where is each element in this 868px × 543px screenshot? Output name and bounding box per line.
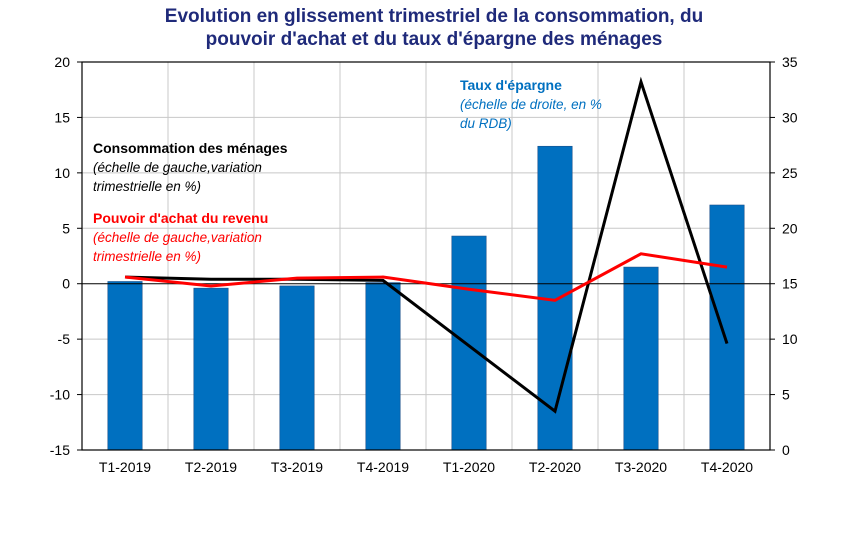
annotation-taux-epargne-line-1: (échelle de droite, en % <box>460 97 602 112</box>
x-category-label: T4-2019 <box>357 459 409 475</box>
y-left-tick-label: -5 <box>58 331 71 347</box>
bar-taux-epargne <box>451 235 487 451</box>
bar-series-taux-epargne <box>107 145 745 451</box>
annotation-taux-epargne-line-2: du RDB) <box>460 116 512 131</box>
axes <box>77 61 775 451</box>
y-right-tick-label: 35 <box>782 54 798 70</box>
annotation-consommation-title: Consommation des ménages <box>93 140 288 156</box>
y-left-tick-label: 10 <box>54 165 70 181</box>
x-category-label: T4-2020 <box>701 459 753 475</box>
y-right-tick-label: 20 <box>782 220 798 236</box>
x-category-label: T3-2019 <box>271 459 323 475</box>
y-right-tick-label: 25 <box>782 165 798 181</box>
annotation-taux-epargne: Taux d'épargne (échelle de droite, en % … <box>460 77 602 131</box>
y-right-tick-label: 10 <box>782 331 798 347</box>
y-right-tick-label: 15 <box>782 276 798 292</box>
x-category-label: T3-2020 <box>615 459 667 475</box>
line-pouvoir-achat <box>124 252 728 302</box>
y-left-tick-label: 5 <box>62 220 70 236</box>
x-category-label: T2-2019 <box>185 459 237 475</box>
y-left-tick-label: -15 <box>50 442 70 458</box>
annotation-pouvoir-achat-title: Pouvoir d'achat du revenu <box>93 210 268 226</box>
x-category-label: T2-2020 <box>529 459 581 475</box>
tick-labels: 20 15 10 5 0 -5 -10 -15 35 30 25 20 15 10 5 0 T1-2019 T2-… <box>50 54 798 475</box>
annotation-consommation: Consommation des ménages (échelle de gau… <box>93 140 288 194</box>
y-right-tick-label: 5 <box>782 387 790 403</box>
x-category-label: T1-2019 <box>99 459 151 475</box>
x-category-label: T1-2020 <box>443 459 495 475</box>
annotation-pouvoir-achat-line-1: (échelle de gauche,variation <box>93 230 262 245</box>
y-left-tick-label: 20 <box>54 54 70 70</box>
y-left-tick-label: -10 <box>50 387 70 403</box>
y-right-tick-label: 0 <box>782 442 790 458</box>
bar-taux-epargne <box>107 281 143 451</box>
annotation-consommation-line-2: trimestrielle en %) <box>93 179 201 194</box>
line-series <box>124 76 729 414</box>
line-consommation <box>124 76 729 414</box>
annotation-pouvoir-achat-line-2: trimestrielle en %) <box>93 249 201 264</box>
annotation-taux-epargne-title: Taux d'épargne <box>460 77 562 93</box>
chart-title-line-2: pouvoir d'achat et du taux d'épargne des… <box>206 29 663 50</box>
bar-taux-epargne <box>279 285 315 451</box>
bar-taux-epargne <box>193 287 229 451</box>
y-right-tick-label: 30 <box>782 109 798 125</box>
y-left-tick-label: 0 <box>62 276 70 292</box>
bar-taux-epargne <box>365 282 401 451</box>
annotation-pouvoir-achat: Pouvoir d'achat du revenu (échelle de ga… <box>93 210 268 264</box>
bar-taux-epargne <box>623 266 659 451</box>
chart-title-line-1: Evolution en glissement trimestriel de l… <box>165 6 703 27</box>
y-left-tick-label: 15 <box>54 109 70 125</box>
bar-taux-epargne <box>709 204 745 451</box>
annotation-consommation-line-1: (échelle de gauche,variation <box>93 160 262 175</box>
plot-frame <box>81 61 771 451</box>
